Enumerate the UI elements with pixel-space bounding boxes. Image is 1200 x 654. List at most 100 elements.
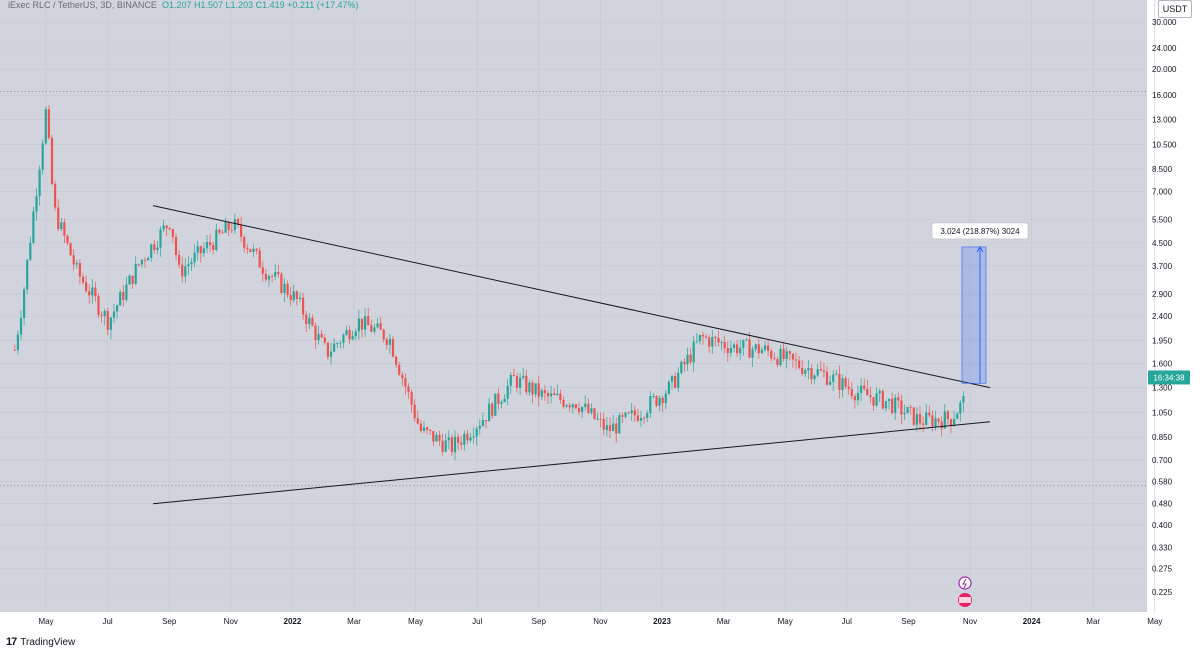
candle-body: [884, 400, 887, 409]
candle: [714, 335, 717, 347]
candle: [416, 410, 419, 425]
candle: [143, 257, 147, 268]
candle-body: [782, 348, 785, 360]
price-tick-label: 10.500: [1152, 140, 1177, 149]
measure-tool[interactable]: 3.024 (218.87%) 3024: [931, 222, 1029, 384]
candle-body: [639, 417, 643, 421]
candle-body: [181, 264, 184, 277]
candle: [497, 388, 500, 410]
candle: [791, 353, 794, 368]
candle: [776, 357, 779, 368]
candle: [621, 412, 624, 424]
candle-body: [891, 398, 894, 413]
candle: [190, 257, 193, 272]
candle-body: [742, 339, 745, 348]
candle: [550, 385, 553, 404]
candle: [587, 398, 590, 415]
candle: [639, 410, 643, 428]
candle-body: [667, 381, 670, 394]
currency-unit-button[interactable]: USDT: [1158, 0, 1192, 18]
candle: [788, 350, 791, 361]
candle: [946, 409, 949, 425]
symbol-name[interactable]: iExec RLC / TetherUS: [8, 0, 96, 10]
event-icons[interactable]: [958, 576, 972, 607]
time-tick-label: May: [1147, 617, 1162, 626]
candle-body: [360, 318, 364, 330]
candle-body: [367, 316, 370, 326]
candle-body: [450, 437, 453, 453]
candle-body: [956, 413, 959, 419]
candle-body: [686, 354, 689, 365]
candle-body: [773, 358, 776, 360]
candle: [708, 334, 711, 353]
flag-icon-stripe: [959, 597, 971, 603]
measure-label: 3.024 (218.87%) 3024: [940, 227, 1020, 236]
candle: [711, 329, 714, 354]
candle: [277, 264, 280, 278]
candle: [317, 325, 320, 345]
candle-body: [143, 259, 147, 261]
candle-body: [249, 249, 252, 252]
candle-body: [63, 222, 66, 236]
candle: [953, 410, 956, 427]
time-tick-label: Jul: [472, 617, 482, 626]
candle: [395, 355, 398, 368]
candle-body: [906, 407, 909, 413]
candle-body: [540, 390, 543, 397]
candle: [314, 322, 317, 350]
candle-body: [491, 403, 494, 416]
candle-body: [503, 398, 506, 403]
candle: [931, 410, 934, 432]
candle-body: [872, 397, 875, 406]
candle: [60, 217, 63, 232]
price-tick-label: 3.700: [1152, 262, 1173, 271]
candle: [962, 391, 965, 412]
candle: [522, 367, 525, 380]
candle-body: [16, 334, 19, 350]
interval[interactable]: 3D: [100, 0, 112, 10]
candle: [646, 410, 649, 423]
candle-body: [453, 436, 457, 453]
candle-body: [41, 143, 44, 170]
candle: [193, 244, 196, 268]
candle-body: [112, 311, 116, 318]
candle-body: [13, 349, 16, 351]
candle: [850, 382, 853, 400]
candle: [500, 399, 503, 409]
candle-body: [531, 382, 534, 395]
trendline: [152, 421, 991, 505]
candle: [680, 360, 683, 375]
candle: [159, 226, 162, 257]
candle-body: [553, 393, 556, 395]
candle-body: [134, 264, 137, 284]
candle: [453, 430, 457, 461]
candle: [819, 360, 822, 372]
candle-body: [156, 247, 159, 250]
candle: [379, 316, 382, 330]
candle-body: [822, 370, 825, 372]
trendlines[interactable]: [152, 205, 991, 505]
price-axis[interactable]: [1147, 0, 1200, 628]
candle-body: [748, 339, 751, 358]
candle: [612, 414, 615, 432]
tradingview-branding[interactable]: 17 TradingView: [6, 636, 75, 648]
plot-area[interactable]: [0, 0, 1147, 628]
candle-body: [770, 350, 773, 359]
candle: [209, 234, 212, 252]
candle: [162, 219, 165, 233]
time-axis[interactable]: [0, 612, 1147, 630]
candle: [615, 417, 618, 443]
time-tick-label: 2024: [1023, 617, 1041, 626]
candle-body: [596, 418, 599, 420]
candle: [655, 394, 658, 408]
candle-body: [512, 374, 515, 377]
candle: [875, 387, 878, 408]
candle: [165, 224, 168, 237]
candle-body: [732, 344, 736, 348]
candle-body: [60, 222, 63, 229]
candle-body: [550, 393, 553, 397]
candle-body: [962, 396, 965, 403]
candle: [289, 286, 292, 307]
candle-body: [286, 283, 289, 296]
